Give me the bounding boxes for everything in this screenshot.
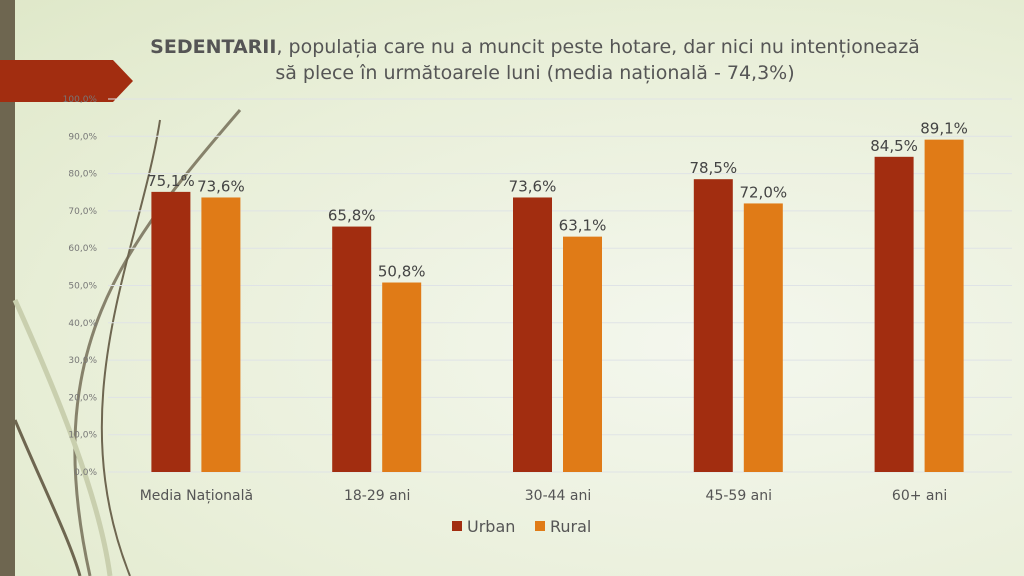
data-label: 63,1% (559, 217, 607, 235)
x-tick-label: 18-29 ani (344, 488, 410, 504)
data-label: 73,6% (509, 177, 557, 195)
bar-urban (874, 156, 914, 472)
y-tick-label: 10,0% (68, 431, 97, 441)
bar-rural (924, 139, 964, 473)
data-label: 50,8% (378, 263, 426, 281)
data-label: 75,1% (147, 172, 195, 190)
y-tick-label: 90,0% (68, 132, 97, 142)
legend-label: Rural (550, 517, 591, 536)
data-label: 89,1% (920, 120, 968, 138)
bar-rural (382, 282, 422, 472)
bar-rural (743, 203, 783, 472)
bar-rural (201, 197, 241, 473)
legend-swatch-rural (535, 521, 545, 531)
bar-urban (332, 226, 372, 472)
title-bold: SEDENTARII (150, 36, 277, 58)
title-rest: , populația care nu a muncit peste hotar… (275, 36, 920, 84)
x-tick-label: 60+ ani (892, 488, 947, 504)
data-label: 72,0% (739, 183, 787, 201)
bar-urban (513, 197, 552, 473)
y-tick-label: 30,0% (68, 356, 97, 366)
bar-urban (693, 179, 733, 472)
data-label: 84,5% (870, 137, 918, 155)
y-tick-label: 60,0% (68, 244, 97, 254)
chart-title: SEDENTARII, populația care nu a muncit p… (140, 34, 930, 86)
x-tick-label: Media Națională (140, 488, 253, 504)
y-tick-label: 100,0% (63, 95, 98, 105)
data-label: 78,5% (689, 159, 737, 177)
title-arrow-decor (0, 60, 133, 102)
y-tick-label: 0,0% (74, 468, 97, 478)
y-tick-label: 40,0% (68, 319, 97, 329)
legend-label: Urban (467, 517, 515, 536)
x-tick-label: 30-44 ani (525, 488, 591, 504)
data-label: 65,8% (328, 207, 376, 225)
y-tick-label: 70,0% (68, 207, 97, 217)
bar-rural (563, 236, 602, 472)
y-tick-label: 80,0% (68, 170, 97, 180)
x-tick-label: 45-59 ani (706, 488, 772, 504)
left-decor-bar (0, 0, 15, 576)
y-tick-label: 20,0% (68, 393, 97, 403)
y-tick-label: 50,0% (68, 282, 97, 292)
data-label: 73,6% (197, 177, 245, 195)
bar-urban (151, 191, 191, 472)
legend-swatch-urban (452, 521, 462, 531)
